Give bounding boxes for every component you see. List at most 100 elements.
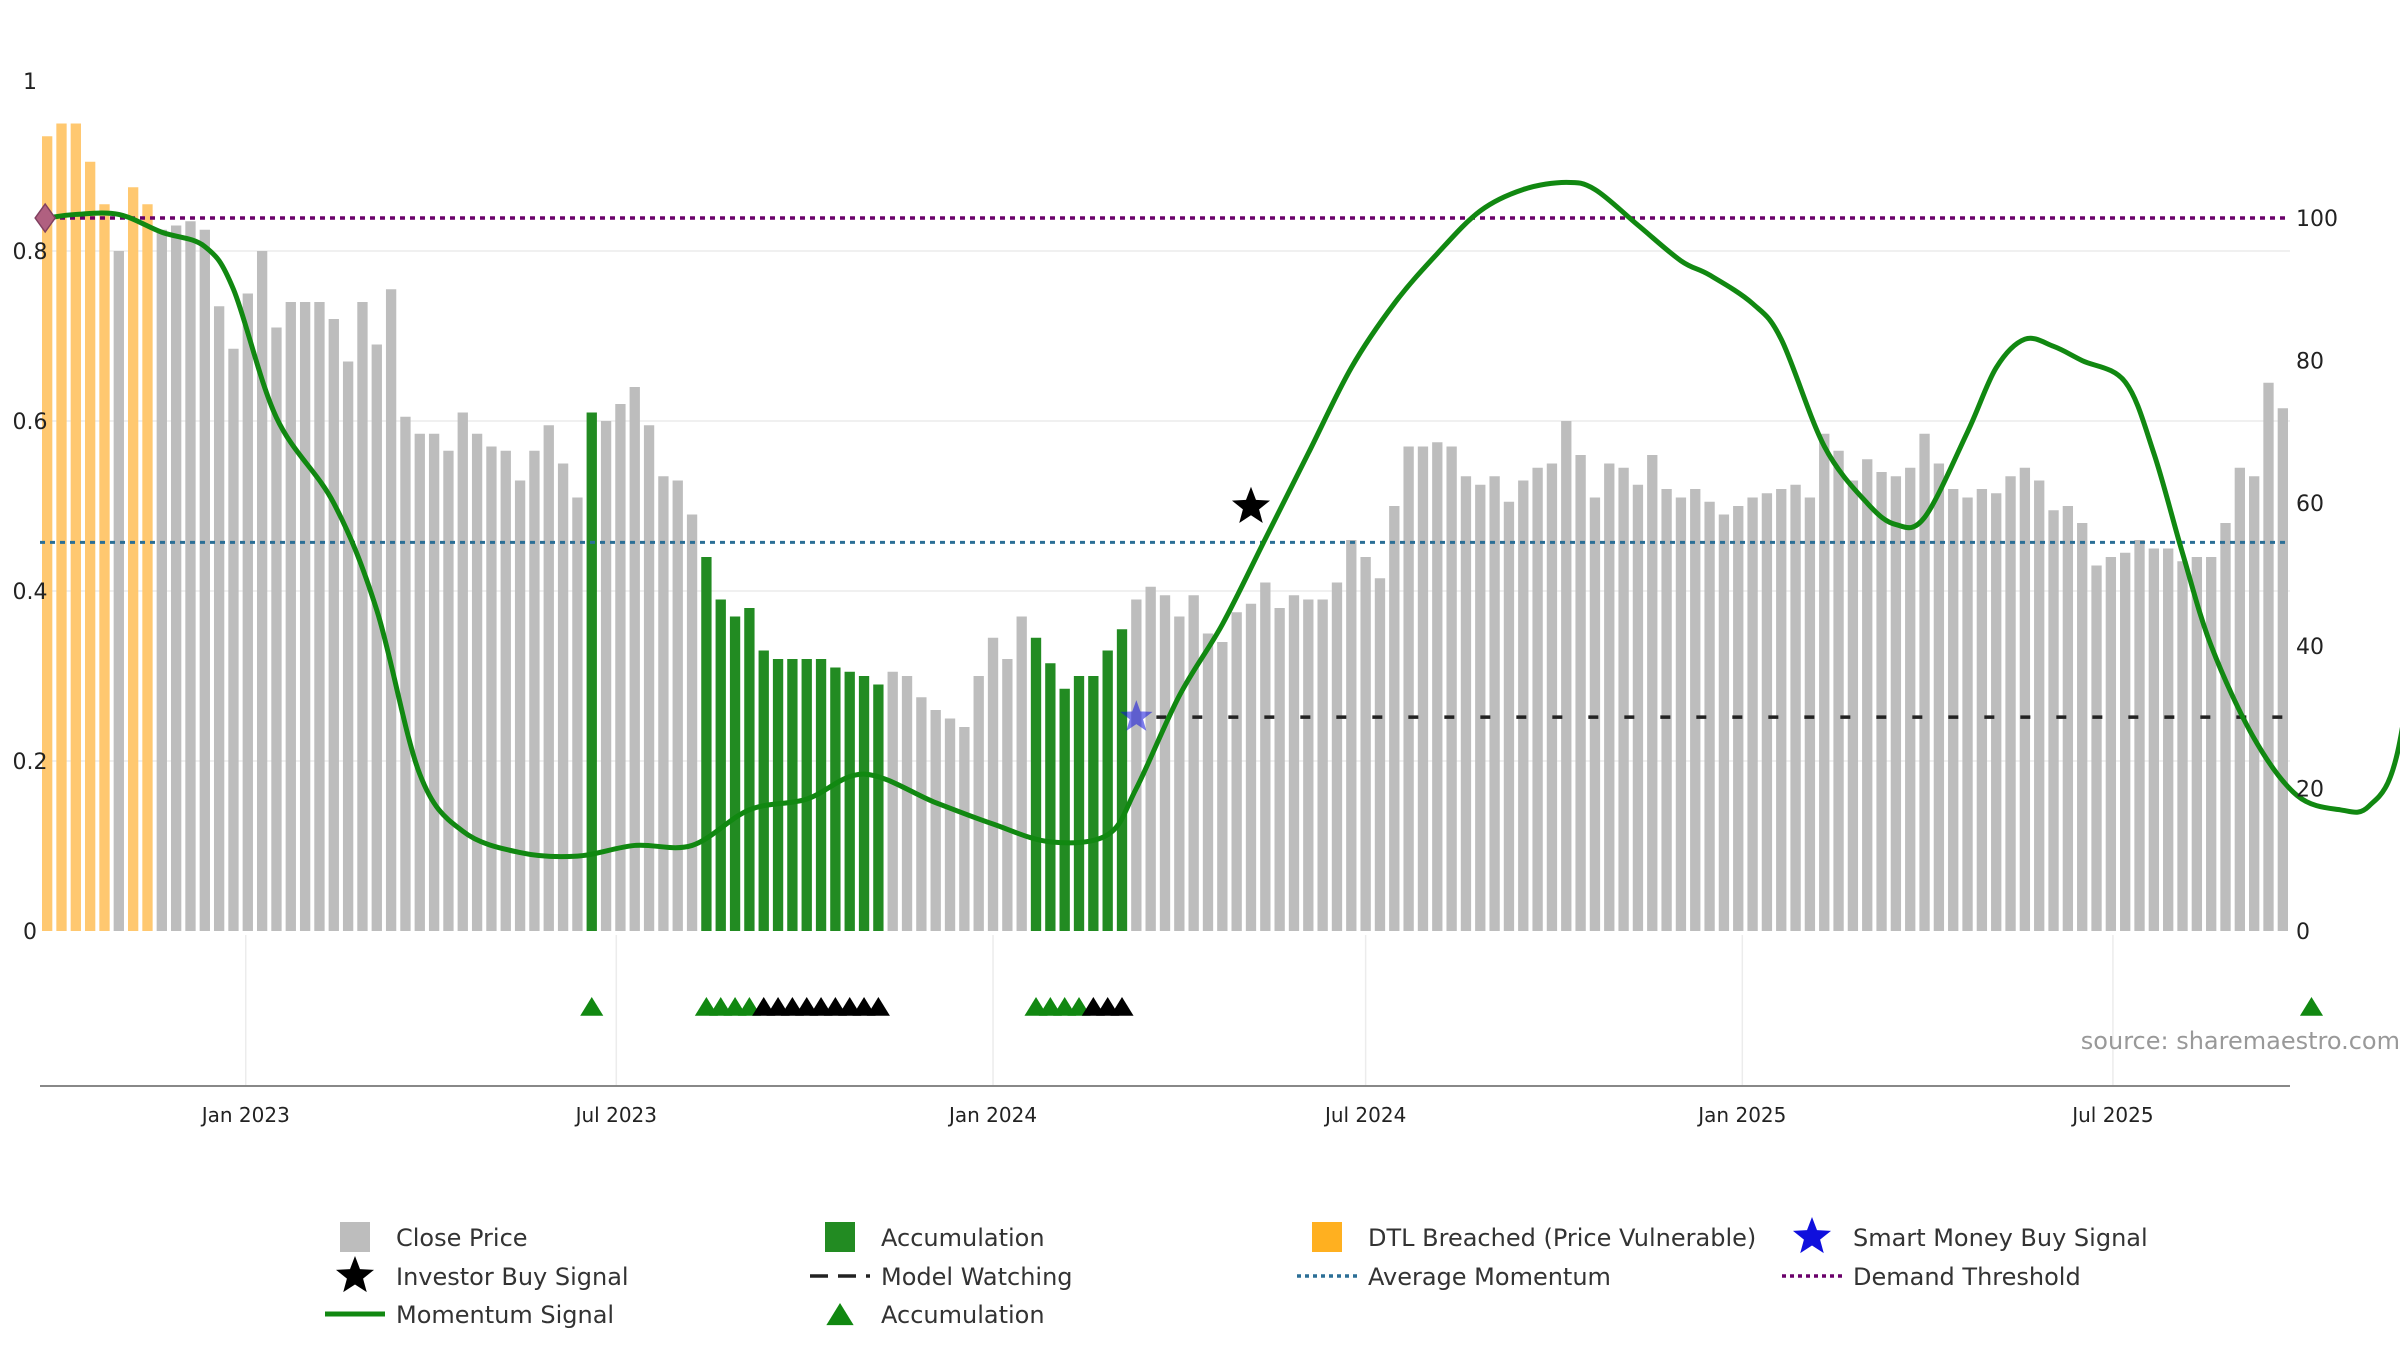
close-price-bar — [228, 348, 239, 931]
close-price-bar — [1288, 595, 1300, 931]
close-price-bar — [1661, 489, 1672, 931]
close-price-bar — [1790, 484, 1801, 931]
close-price-bar — [328, 319, 339, 931]
close-price-bar — [1804, 497, 1816, 931]
close-price-bar — [1432, 442, 1443, 931]
close-price-bar — [2105, 557, 2117, 931]
investor-buy-star — [1231, 486, 1271, 523]
close-price-bar — [1518, 480, 1529, 931]
close-price-bar — [543, 425, 554, 931]
accumulation-bar — [787, 659, 798, 931]
left-axis-tick: 0.6 — [13, 410, 48, 435]
close-price-bar — [170, 225, 182, 931]
close-price-bar — [1503, 501, 1515, 931]
close-price-bar — [1962, 497, 1973, 931]
momentum-signal-line — [46, 179, 2400, 860]
close-price-bar — [242, 293, 253, 931]
accumulation-bar — [701, 557, 712, 931]
close-price-bar — [443, 450, 454, 931]
close-price-bar — [2077, 523, 2088, 931]
close-price-bar — [1675, 497, 1687, 931]
accumulation-bar — [1059, 688, 1070, 931]
accumulation-bar — [586, 412, 597, 931]
close-price-bar — [2062, 506, 2074, 931]
close-price-bar — [1131, 599, 1142, 931]
legend-label: Momentum Signal — [396, 1301, 614, 1329]
accumulation-bar — [858, 676, 870, 931]
close-price-bar — [1776, 489, 1787, 931]
close-price-bar — [916, 697, 927, 931]
x-tick-label: Jan 2023 — [200, 1103, 290, 1127]
close-price-bar — [1002, 659, 1013, 931]
close-price-bar — [557, 463, 569, 931]
dtl-breached-bar — [56, 123, 67, 931]
close-price-bar — [156, 229, 167, 931]
legend-swatch — [340, 1222, 370, 1252]
close-price-bar — [930, 710, 941, 931]
close-price-bar — [486, 446, 497, 931]
accumulation-bar — [1030, 637, 1042, 931]
dtl-breached-bar — [127, 187, 139, 931]
close-price-bar — [1245, 603, 1257, 931]
close-price-bar — [428, 433, 440, 931]
threshold-start-marker — [34, 202, 57, 234]
close-price-bar — [2148, 548, 2160, 931]
left-axis-tick: 0 — [23, 920, 37, 945]
close-price-bar — [471, 433, 483, 931]
close-price-bar — [357, 302, 368, 931]
close-price-bar — [2191, 557, 2203, 931]
right-axis-tick: 60 — [2296, 492, 2324, 517]
close-price-bar — [2019, 467, 2031, 931]
close-price-bar — [2091, 565, 2102, 931]
close-price-bar — [1403, 446, 1414, 931]
close-price-bar — [1561, 421, 1572, 931]
close-price-bar — [500, 450, 511, 931]
legend-label: Investor Buy Signal — [396, 1263, 629, 1291]
close-price-bar — [1217, 642, 1228, 931]
close-price-bar — [1446, 446, 1457, 931]
close-price-bar — [2234, 467, 2245, 931]
dtl-breached-bar — [99, 204, 110, 931]
legend-label: Accumulation — [881, 1301, 1045, 1329]
close-price-bar — [973, 676, 984, 931]
accumulation-bar — [772, 659, 784, 931]
legend-star-icon — [335, 1256, 375, 1293]
legend-item-dtl: DTL Breached (Price Vulnerable) — [1312, 1222, 1756, 1252]
close-price-bar — [529, 450, 540, 931]
close-price-bar — [1991, 493, 2002, 931]
close-price-bar — [1618, 467, 1629, 931]
close-price-bar — [600, 421, 612, 931]
close-price-bar — [113, 251, 124, 931]
close-price-bar — [385, 289, 397, 931]
close-price-bar — [1231, 612, 1242, 931]
close-price-bar — [199, 229, 210, 931]
close-price-bar — [987, 637, 999, 931]
close-price-bar — [1604, 463, 1615, 931]
close-price-bar — [1546, 463, 1558, 931]
close-price-bar — [1575, 455, 1586, 931]
close-price-bar — [1274, 608, 1285, 931]
accumulation-bar — [801, 659, 812, 931]
close-price-bar — [1833, 450, 1844, 931]
close-price-bar — [2034, 480, 2045, 931]
close-price-bar — [1819, 433, 1830, 931]
close-price-bar — [1747, 497, 1758, 931]
x-tick-label: Jul 2024 — [1323, 1103, 1406, 1127]
signal-markers — [34, 202, 2324, 1016]
legend-label: Demand Threshold — [1853, 1263, 2081, 1291]
accumulation-bar — [1073, 676, 1085, 931]
left-axis-tick: 0.2 — [13, 750, 48, 775]
close-price-bar — [185, 221, 196, 931]
right-axis-tick: 20 — [2296, 777, 2324, 802]
close-price-bar — [1862, 459, 1873, 931]
legend-label: Model Watching — [881, 1263, 1073, 1291]
close-price-bar — [2206, 557, 2217, 931]
close-price-bar — [1159, 595, 1171, 931]
close-price-bar — [342, 361, 354, 931]
close-price-bar — [1260, 582, 1271, 931]
accumulation-bar — [830, 667, 841, 931]
dtl-breached-bar — [85, 161, 96, 931]
close-price-bar — [1847, 480, 1859, 931]
close-price-bar — [256, 251, 268, 931]
